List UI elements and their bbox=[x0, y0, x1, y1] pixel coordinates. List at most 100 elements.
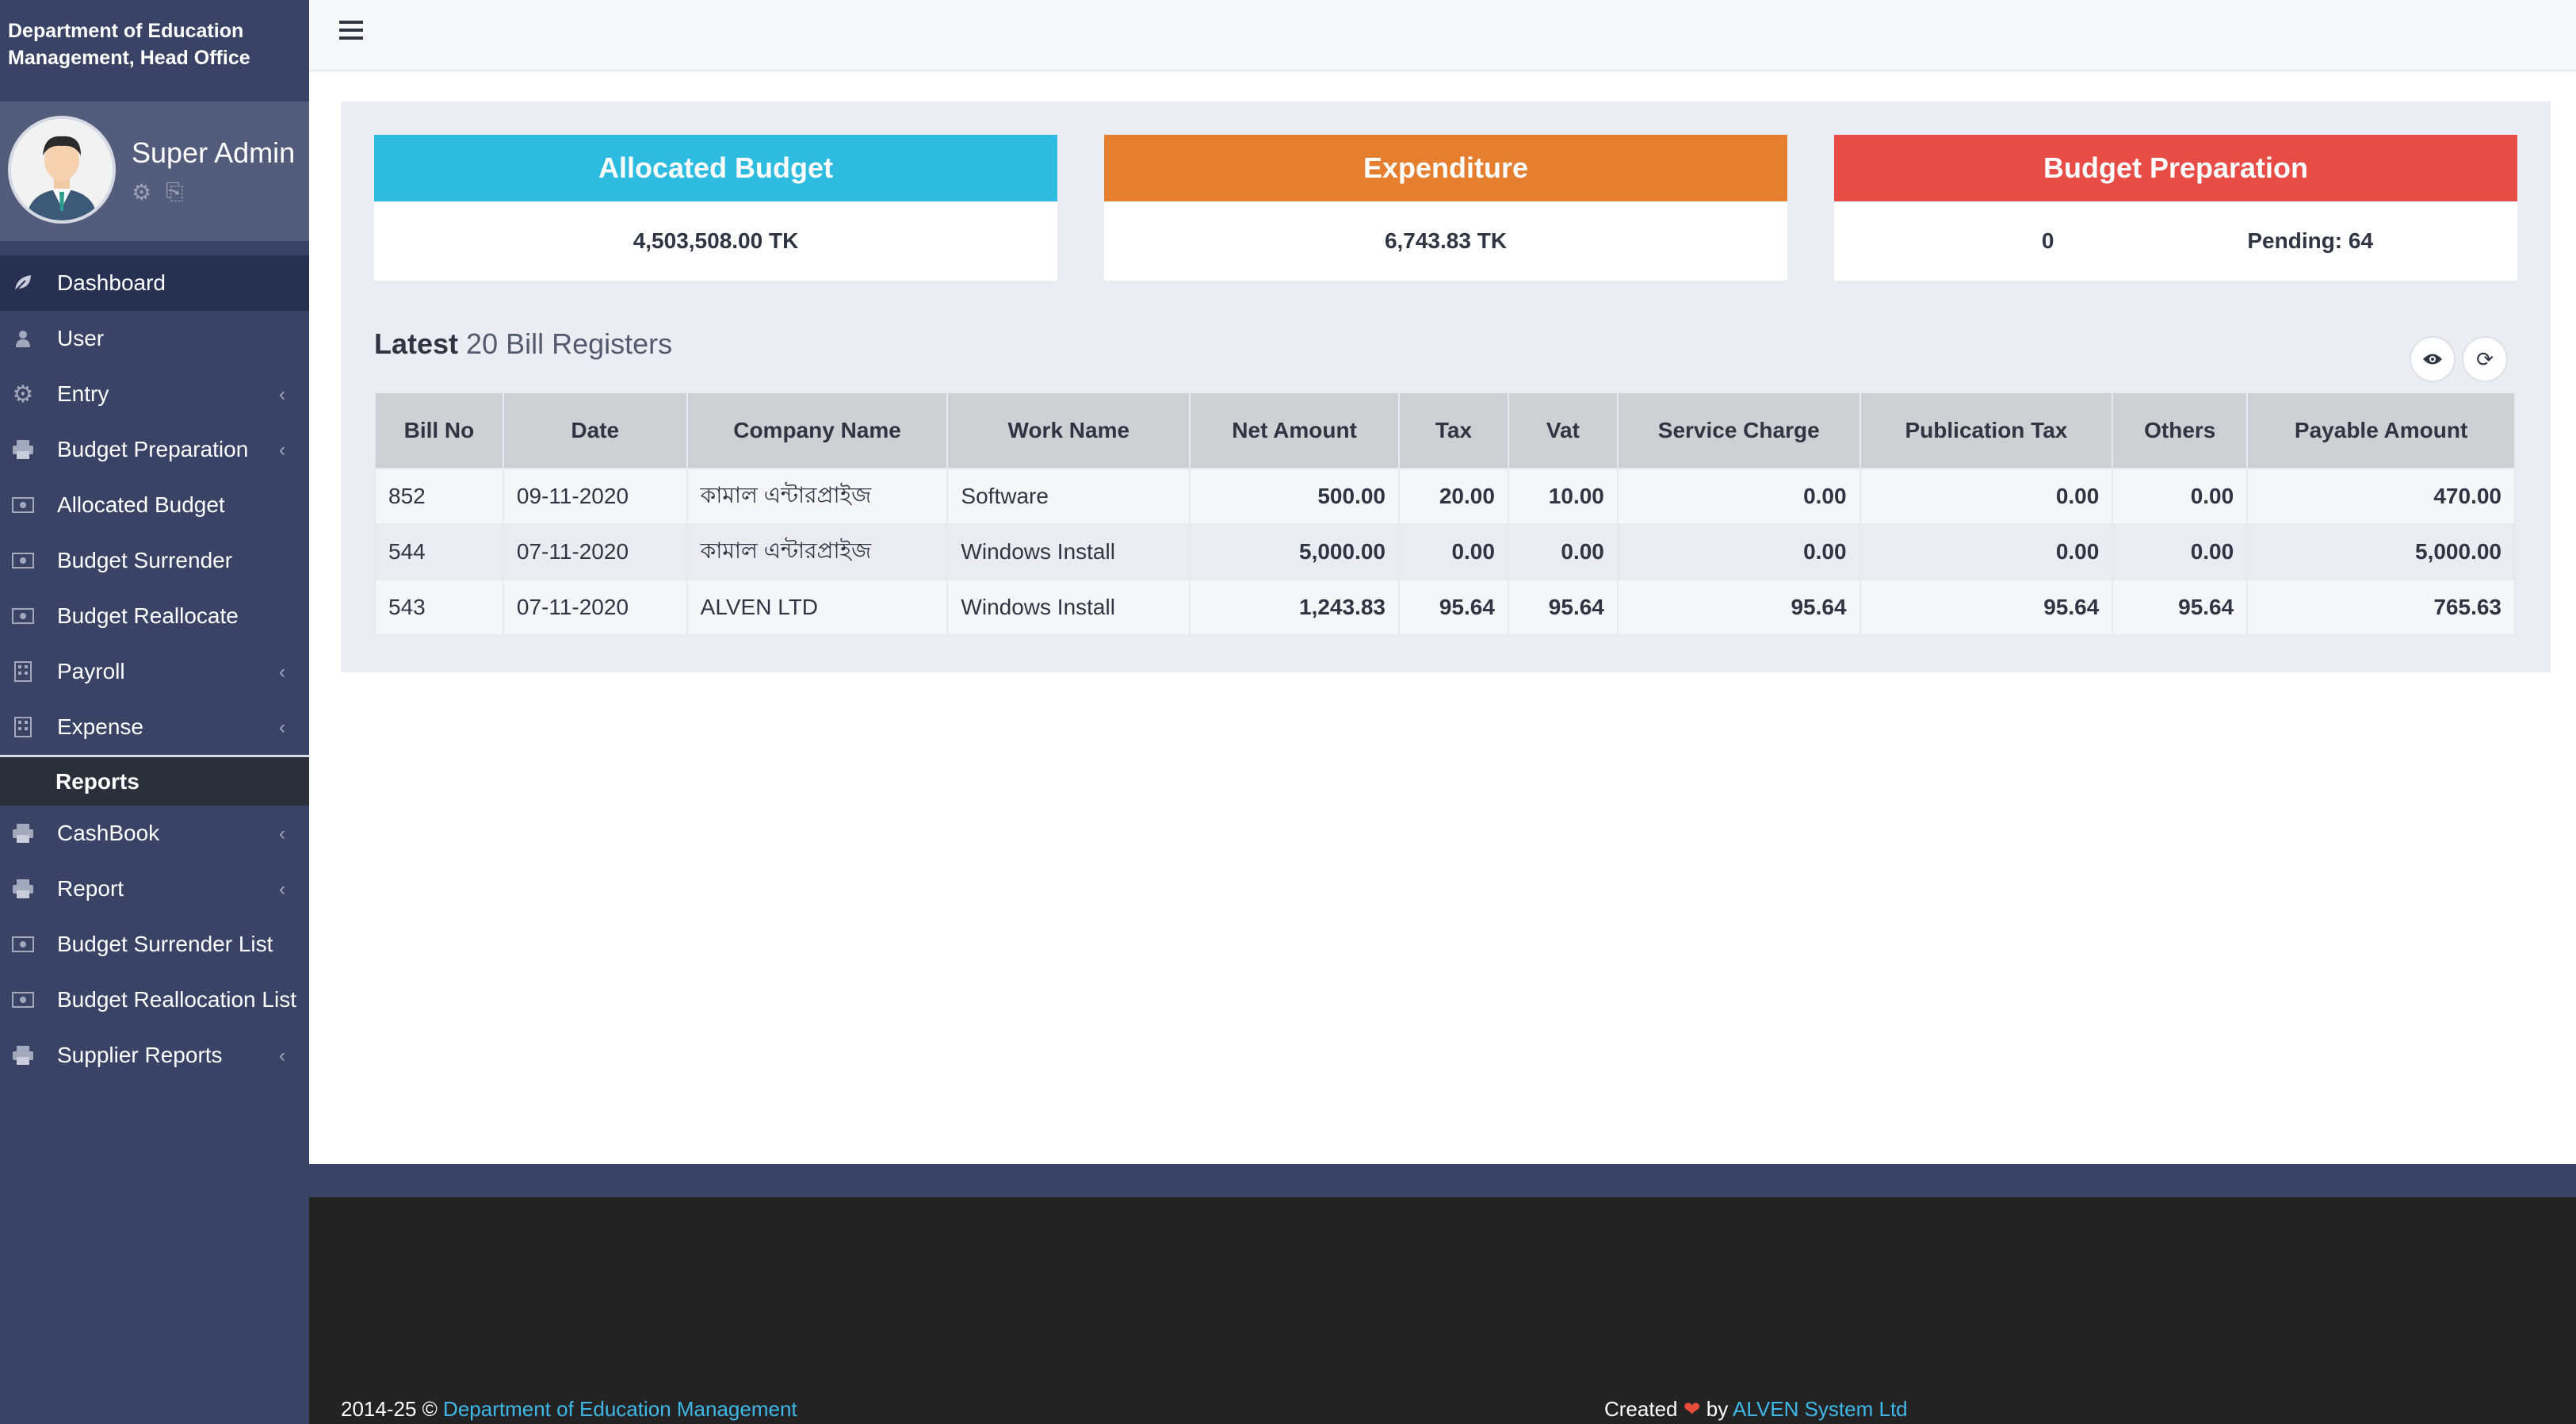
building-icon bbox=[10, 658, 36, 685]
chevron-left-icon: ‹ bbox=[279, 1045, 285, 1066]
chevron-left-icon: ‹ bbox=[279, 823, 285, 844]
net-amount-cell: 5,000.00 bbox=[1189, 523, 1400, 580]
sidebar-item-label: Dashboard bbox=[57, 270, 166, 295]
profile-name: Super Admin bbox=[132, 136, 296, 169]
sidebar-item-label: Budget Surrender bbox=[57, 548, 233, 572]
publication-tax-cell: 0.00 bbox=[1859, 523, 2114, 580]
publication-tax-cell: 95.64 bbox=[1859, 579, 2114, 636]
company-name-cell: ALVEN LTD bbox=[686, 579, 949, 636]
column-header: Payable Amount bbox=[2246, 392, 2516, 469]
column-header: Company Name bbox=[686, 392, 949, 469]
copyright-text: 2014-25 © bbox=[341, 1397, 438, 1421]
sidebar-item-report[interactable]: Report ‹ bbox=[0, 861, 309, 917]
view-button[interactable] bbox=[2410, 336, 2456, 382]
brand-title[interactable]: Department of Education Management, Head… bbox=[0, 0, 309, 101]
money-icon bbox=[10, 986, 36, 1013]
logout-icon[interactable]: ⎘ bbox=[166, 179, 184, 204]
date-cell: 07-11-2020 bbox=[502, 579, 688, 636]
tax-cell: 20.00 bbox=[1398, 468, 1509, 525]
sidebar-item-label: Budget Surrender List bbox=[57, 932, 273, 956]
org-link[interactable]: Department of Education Management bbox=[443, 1397, 797, 1421]
column-header: Work Name bbox=[946, 392, 1191, 469]
profile-actions: ⚙ ⎘ bbox=[132, 179, 184, 205]
net-amount-cell: 1,243.83 bbox=[1189, 579, 1400, 636]
tax-cell: 0.00 bbox=[1398, 523, 1509, 580]
refresh-button[interactable]: ⟳ bbox=[2462, 336, 2508, 382]
by-text: by bbox=[1706, 1397, 1729, 1421]
publication-tax-cell: 0.00 bbox=[1859, 468, 2114, 525]
bill-no-cell: 852 bbox=[374, 468, 504, 525]
sidebar-item-label: Payroll bbox=[57, 659, 125, 683]
footer-credits: Created ❤ by ALVEN System Ltd bbox=[1604, 1397, 1908, 1422]
sidebar-item-budget-reallocate[interactable]: Budget Reallocate bbox=[0, 588, 309, 644]
sidebar-item-label: User bbox=[57, 326, 105, 350]
company-link[interactable]: ALVEN System Ltd bbox=[1733, 1397, 1908, 1421]
money-icon bbox=[10, 603, 36, 630]
sidebar-item-budget-surrender[interactable]: Budget Surrender bbox=[0, 533, 309, 588]
table-row[interactable]: 852 09-11-2020 কামাল এন্টারপ্রাইজ Softwa… bbox=[374, 468, 2516, 525]
hamburger-menu-icon[interactable] bbox=[339, 21, 363, 40]
vat-cell: 95.64 bbox=[1507, 579, 1619, 636]
allocated-budget-card: Allocated Budget 4,503,508.00 TK bbox=[374, 135, 1057, 281]
sidebar-item-entry[interactable]: ⚙ Entry ‹ bbox=[0, 366, 309, 422]
latest-bills-heading: Latest 20 Bill Registers bbox=[374, 327, 672, 361]
bill-registers-table: Bill No Date Company Name Work Name Net … bbox=[374, 392, 2516, 636]
chevron-left-icon: ‹ bbox=[279, 661, 285, 683]
sidebar-item-label: Budget Reallocation List bbox=[57, 987, 296, 1012]
sidebar-item-label: CashBook bbox=[57, 821, 160, 845]
printer-icon bbox=[10, 436, 36, 463]
chevron-left-icon: ‹ bbox=[279, 384, 285, 405]
money-icon bbox=[10, 547, 36, 574]
sidebar-item-allocated-budget[interactable]: Allocated Budget bbox=[0, 477, 309, 533]
payable-amount-cell: 470.00 bbox=[2246, 468, 2516, 525]
service-charge-cell: 0.00 bbox=[1616, 523, 1861, 580]
sidebar-item-budget-reallocation-list[interactable]: Budget Reallocation List bbox=[0, 972, 309, 1028]
work-name-cell: Software bbox=[946, 468, 1191, 525]
bill-no-cell: 544 bbox=[374, 523, 504, 580]
printer-icon bbox=[10, 820, 36, 847]
table-row[interactable]: 543 07-11-2020 ALVEN LTD Windows Install… bbox=[374, 579, 2516, 636]
footer-bar: 2014-25 © Department of Education Manage… bbox=[309, 1395, 2576, 1424]
chevron-left-icon: ‹ bbox=[279, 879, 285, 900]
sidebar-section-reports: Reports bbox=[0, 755, 309, 806]
column-header: Tax bbox=[1398, 392, 1509, 469]
latest-bills-heading-rest: 20 Bill Registers bbox=[466, 327, 673, 360]
service-charge-cell: 0.00 bbox=[1616, 468, 1861, 525]
date-cell: 09-11-2020 bbox=[502, 468, 688, 525]
avatar[interactable] bbox=[8, 116, 116, 224]
date-cell: 07-11-2020 bbox=[502, 523, 688, 580]
sidebar-item-label: Budget Reallocate bbox=[57, 603, 239, 628]
sidebar-item-payroll[interactable]: Payroll ‹ bbox=[0, 644, 309, 699]
table-header-row: Bill No Date Company Name Work Name Net … bbox=[374, 392, 2516, 469]
user-icon bbox=[10, 325, 36, 352]
settings-gear-icon[interactable]: ⚙ bbox=[132, 180, 152, 205]
topbar bbox=[309, 0, 2576, 71]
sidebar-item-cashbook[interactable]: CashBook ‹ bbox=[0, 806, 309, 861]
dashboard-panel: Allocated Budget 4,503,508.00 TK Expendi… bbox=[341, 101, 2551, 672]
sidebar-item-supplier-reports[interactable]: Supplier Reports ‹ bbox=[0, 1028, 309, 1083]
sidebar-item-expense[interactable]: Expense ‹ bbox=[0, 699, 309, 755]
budget-preparation-pending: Pending: 64 bbox=[2247, 228, 2374, 253]
payable-amount-cell: 765.63 bbox=[2246, 579, 2516, 636]
sidebar: Department of Education Management, Head… bbox=[0, 0, 309, 1424]
others-cell: 95.64 bbox=[2112, 579, 2249, 636]
service-charge-cell: 95.64 bbox=[1616, 579, 1861, 636]
column-header: Net Amount bbox=[1189, 392, 1400, 469]
building-icon bbox=[10, 714, 36, 741]
sidebar-item-budget-preparation[interactable]: Budget Preparation ‹ bbox=[0, 422, 309, 477]
net-amount-cell: 500.00 bbox=[1189, 468, 1400, 525]
printer-icon bbox=[10, 1042, 36, 1069]
money-icon bbox=[10, 492, 36, 519]
budget-preparation-value: 0 bbox=[2041, 228, 2054, 253]
sidebar-item-label: Report bbox=[57, 876, 124, 901]
latest-bills-heading-bold: Latest bbox=[374, 327, 459, 360]
budget-preparation-body: 0 Pending: 64 bbox=[1834, 201, 2517, 281]
sidebar-item-label: Budget Preparation bbox=[57, 437, 249, 461]
table-row[interactable]: 544 07-11-2020 কামাল এন্টারপ্রাইজ Window… bbox=[374, 523, 2516, 580]
sidebar-item-budget-surrender-list[interactable]: Budget Surrender List bbox=[0, 917, 309, 972]
printer-icon bbox=[10, 875, 36, 902]
vat-cell: 0.00 bbox=[1507, 523, 1619, 580]
sidebar-item-user[interactable]: User bbox=[0, 311, 309, 366]
tax-cell: 95.64 bbox=[1398, 579, 1509, 636]
sidebar-item-dashboard[interactable]: Dashboard bbox=[0, 255, 309, 311]
